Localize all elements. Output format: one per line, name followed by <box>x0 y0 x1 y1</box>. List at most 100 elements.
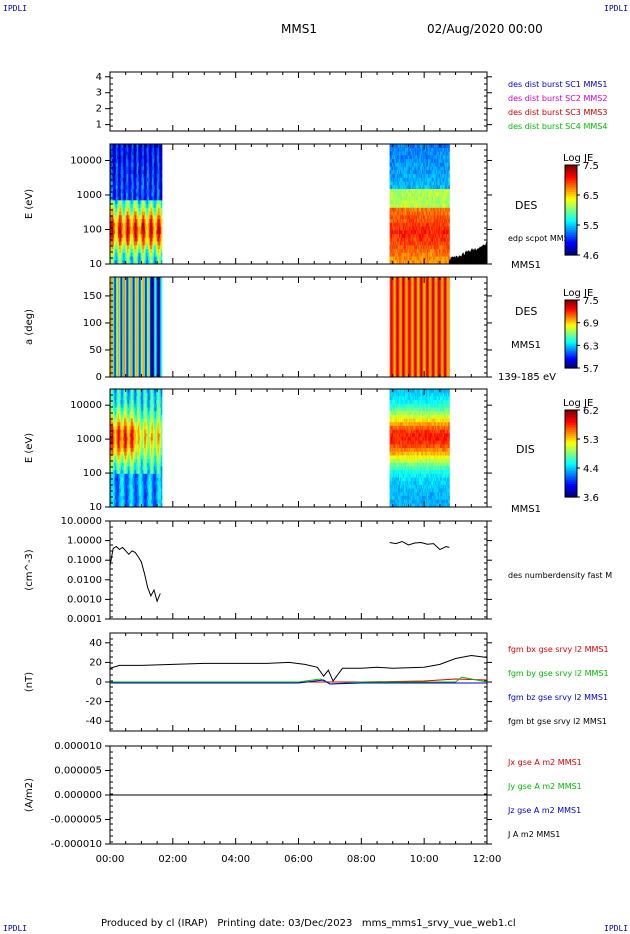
des-energy-spectrogram-cell <box>123 230 125 235</box>
des-energy-spectrogram-cell <box>134 174 136 179</box>
des-energy-spectrogram-cell <box>149 219 152 224</box>
des-energy-spectrogram-cell <box>157 177 159 182</box>
des-energy-spectrogram-cell <box>144 241 146 246</box>
des-energy-spectrogram-cell <box>131 151 133 156</box>
des-energy-spectrogram-cell <box>398 181 401 186</box>
des-energy-spectrogram-cell <box>160 219 162 224</box>
des-energy-spectrogram-cell <box>158 207 161 212</box>
des-energy-spectrogram-cell <box>117 147 119 152</box>
des-energy-spectrogram-cell <box>110 170 112 175</box>
des-energy-spectrogram-cell <box>397 177 399 182</box>
des-energy-spectrogram-cell <box>142 162 144 167</box>
des-energy-spectrogram-cell <box>161 252 163 257</box>
des-energy-spectrogram-cell <box>399 260 402 265</box>
des-energy-spectrogram-cell <box>141 222 143 227</box>
des-energy-spectrogram-cell <box>113 226 115 231</box>
des-energy-spectrogram-cell <box>141 219 143 224</box>
des-energy-spectrogram-cell <box>113 241 115 246</box>
des-energy-spectrogram-cell <box>147 219 150 224</box>
des-energy-spectrogram-cell <box>398 185 400 190</box>
des-energy-spectrogram-cell <box>159 159 161 164</box>
des-energy-spectrogram-cell <box>111 200 113 205</box>
des-energy-spectrogram-cell <box>120 207 122 212</box>
des-energy-spectrogram-cell <box>129 181 131 186</box>
des-energy-spectrogram-cell <box>152 230 154 235</box>
des-energy-spectrogram-cell <box>155 260 157 265</box>
des-energy-spectrogram-cell <box>138 249 140 254</box>
des-energy-spectrogram-cell <box>135 144 138 149</box>
des-energy-spectrogram-cell <box>147 147 149 152</box>
des-energy-spectrogram-cell <box>112 151 114 156</box>
des-energy-spectrogram-cell <box>142 151 144 156</box>
des-energy-spectrogram-cell <box>151 151 153 156</box>
des-energy-spectrogram-cell <box>157 204 159 209</box>
des-energy-spectrogram-cell <box>127 192 130 197</box>
des-energy-spectrogram-cell <box>147 166 149 171</box>
des-energy-spectrogram-cell <box>153 230 155 235</box>
des-energy-spectrogram-cell <box>127 245 130 250</box>
des-energy-spectrogram-cell <box>132 249 135 254</box>
des-energy-spectrogram-cell <box>121 256 123 261</box>
des-energy-spectrogram-cell <box>124 207 126 212</box>
des-energy-spectrogram-cell <box>398 237 400 242</box>
des-energy-spectrogram-cell <box>138 222 140 227</box>
des-energy-spectrogram-cell <box>135 256 137 261</box>
des-energy-spectrogram-cell <box>125 226 127 231</box>
des-energy-spectrogram-cell <box>117 155 119 160</box>
des-energy-spectrogram-cell <box>113 159 115 164</box>
des-energy-spectrogram-cell <box>138 234 141 239</box>
des-energy-spectrogram-cell <box>147 162 149 167</box>
des-energy-spectrogram-cell <box>397 226 399 231</box>
des-energy-spectrogram-cell <box>121 260 124 265</box>
des-energy-spectrogram-cell <box>138 260 140 265</box>
des-energy-spectrogram-cell <box>135 207 137 212</box>
des-energy-spectrogram-cell <box>115 226 118 231</box>
des-energy-spectrogram-cell <box>125 170 127 175</box>
des-energy-spectrogram-cell <box>141 260 144 265</box>
des-energy-spectrogram-cell <box>149 185 151 190</box>
des-energy-spectrogram-cell <box>160 177 162 182</box>
des-energy-spectrogram-cell <box>116 211 118 216</box>
des-energy-spectrogram-cell <box>157 144 159 149</box>
des-energy-spectrogram-cell <box>144 222 146 227</box>
des-energy-spectrogram-cell <box>112 166 114 171</box>
des-energy-spectrogram-cell <box>119 230 121 235</box>
des-energy-spectrogram-cell <box>110 151 112 156</box>
des-energy-spectrogram-cell <box>398 192 400 197</box>
des-energy-colorbar-tick-label: 7.5 <box>583 161 599 172</box>
des-energy-spectrogram-cell <box>112 256 114 261</box>
des-energy-spectrogram-cell <box>392 226 394 231</box>
des-energy-spectrogram-cell <box>153 204 155 209</box>
des-energy-spectrogram-cell <box>132 260 135 265</box>
des-energy-spectrogram-cell <box>110 241 112 246</box>
des-energy-spectrogram-cell <box>397 256 399 261</box>
des-energy-spectrogram-cell <box>160 147 162 152</box>
des-energy-spectrogram-cell <box>135 237 137 242</box>
des-energy-spectrogram-cell <box>145 222 147 227</box>
des-energy-spectrogram-cell <box>118 185 121 190</box>
des-energy-spectrogram-cell <box>156 215 158 220</box>
des-energy-spectrogram-cell <box>112 144 114 149</box>
des-energy-spectrogram-cell <box>110 159 112 164</box>
des-energy-spectrogram-cell <box>400 219 403 224</box>
des-energy-spectrogram-cell <box>112 174 114 179</box>
des-energy-spectrogram-cell <box>135 260 138 265</box>
des-energy-spectrogram-cell <box>132 215 135 220</box>
des-energy-spectrogram-cell <box>158 256 160 261</box>
des-energy-spectrogram-cell <box>151 230 153 235</box>
des-energy-spectrogram-cell <box>113 200 115 205</box>
des-energy-spectrogram-cell <box>122 189 124 194</box>
des-energy-spectrogram-cell <box>156 174 158 179</box>
des-energy-spectrogram-cell <box>115 222 118 227</box>
des-energy-spectrogram-cell <box>393 151 396 156</box>
des-energy-spectrogram-cell <box>140 174 142 179</box>
des-energy-spectrogram-cell <box>398 159 401 164</box>
des-energy-spectrogram-cell <box>143 144 145 149</box>
des-energy-spectrogram-cell <box>117 211 119 216</box>
des-energy-spectrogram-cell <box>159 260 161 265</box>
des-energy-spectrogram-cell <box>129 177 132 182</box>
des-energy-spectrogram-cell <box>147 147 150 152</box>
des-energy-spectrogram-cell <box>124 177 127 182</box>
des-energy-spectrogram-cell <box>389 151 391 156</box>
des-energy-spectrogram-cell <box>147 151 149 156</box>
